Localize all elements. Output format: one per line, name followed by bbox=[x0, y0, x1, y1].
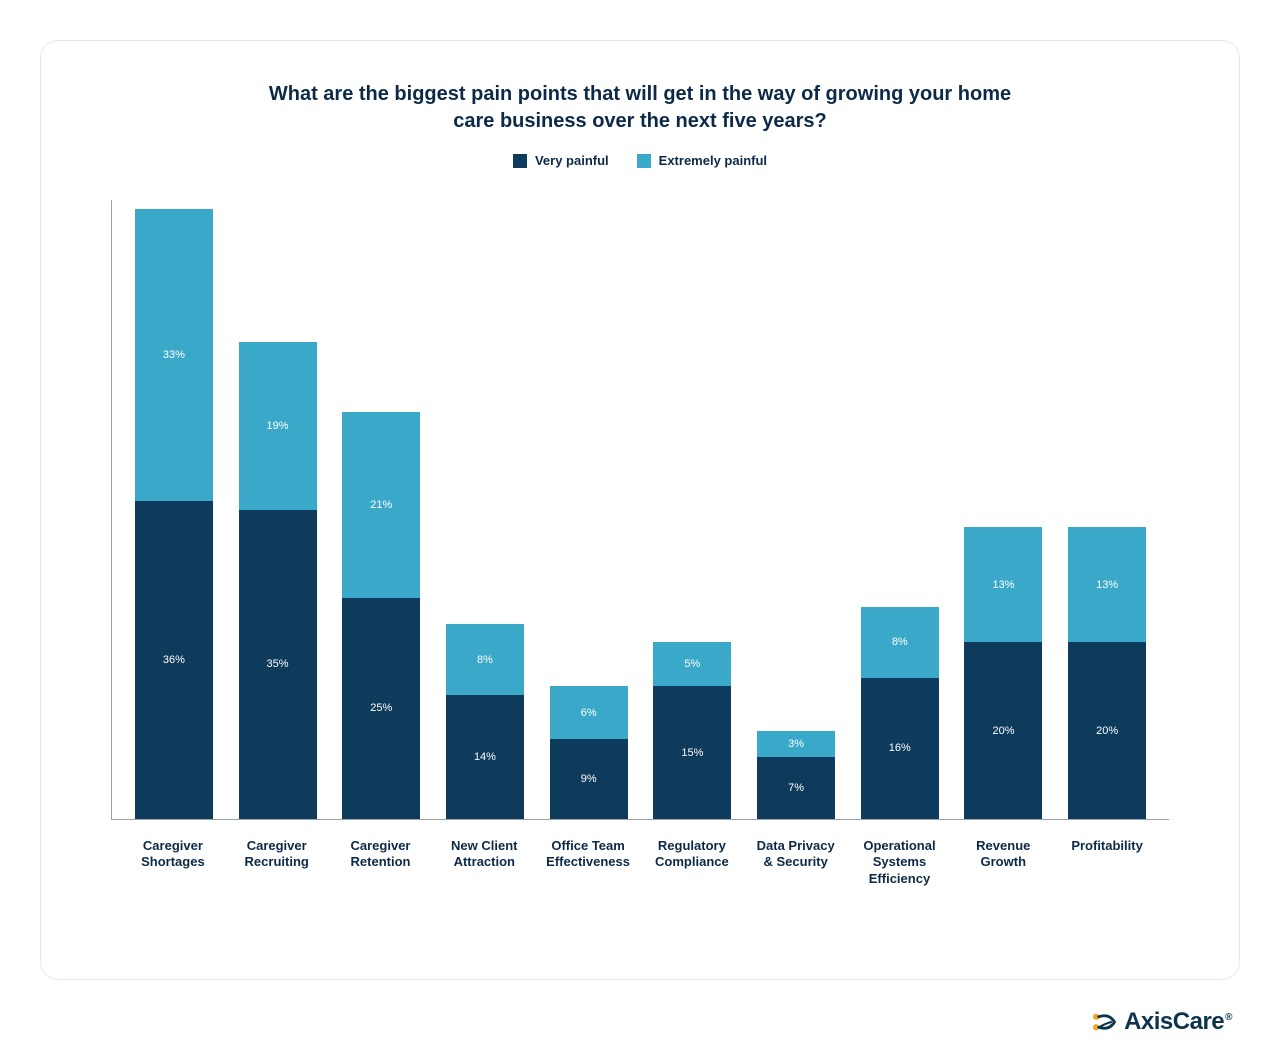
bar-segment-very-painful: 36% bbox=[135, 501, 213, 819]
bar-segment-very-painful: 14% bbox=[446, 695, 524, 819]
bar-segment-extremely-painful: 13% bbox=[964, 527, 1042, 642]
bar-column: 36%33% bbox=[122, 200, 226, 819]
bar-column: 35%19% bbox=[226, 200, 330, 819]
bar-segment-extremely-painful: 6% bbox=[550, 686, 628, 739]
bars-container: 36%33%35%19%25%21%14%8%9%6%15%5%7%3%16%8… bbox=[112, 200, 1169, 819]
chart-area: 36%33%35%19%25%21%14%8%9%6%15%5%7%3%16%8… bbox=[91, 200, 1189, 890]
x-axis-label: Data Privacy& Security bbox=[744, 830, 848, 890]
bar-segment-extremely-painful: 13% bbox=[1068, 527, 1146, 642]
bar-segment-very-painful: 20% bbox=[1068, 642, 1146, 819]
logo-text-label: AxisCare bbox=[1124, 1008, 1224, 1035]
page: What are the biggest pain points that wi… bbox=[0, 0, 1280, 1056]
chart-card: What are the biggest pain points that wi… bbox=[40, 40, 1240, 980]
x-axis-label: CaregiverShortages bbox=[121, 830, 225, 890]
x-axis-label: RevenueGrowth bbox=[951, 830, 1055, 890]
x-axis-label: Profitability bbox=[1055, 830, 1159, 890]
logo-registered: ® bbox=[1225, 1012, 1232, 1023]
x-axis-label: OperationalSystemsEfficiency bbox=[848, 830, 952, 890]
legend-label-extremely: Extremely painful bbox=[659, 153, 767, 168]
bar-segment-very-painful: 9% bbox=[550, 739, 628, 819]
bar-segment-very-painful: 16% bbox=[861, 678, 939, 819]
bar-segment-extremely-painful: 21% bbox=[342, 412, 420, 598]
bar-column: 7%3% bbox=[744, 200, 848, 819]
bar-segment-very-painful: 25% bbox=[342, 598, 420, 819]
legend-label-very: Very painful bbox=[535, 153, 609, 168]
bar-segment-very-painful: 15% bbox=[653, 686, 731, 819]
bar-segment-extremely-painful: 33% bbox=[135, 209, 213, 501]
bar-segment-extremely-painful: 8% bbox=[446, 624, 524, 695]
bar-column: 9%6% bbox=[537, 200, 641, 819]
bar-column: 25%21% bbox=[329, 200, 433, 819]
legend: Very painful Extremely painful bbox=[91, 153, 1189, 168]
legend-item-very-painful: Very painful bbox=[513, 153, 609, 168]
x-axis-label: New ClientAttraction bbox=[432, 830, 536, 890]
plot-area: 36%33%35%19%25%21%14%8%9%6%15%5%7%3%16%8… bbox=[111, 200, 1169, 820]
bar-column: 20%13% bbox=[952, 200, 1056, 819]
bar-column: 15%5% bbox=[641, 200, 745, 819]
x-axis-label: Office TeamEffectiveness bbox=[536, 830, 640, 890]
logo-icon bbox=[1090, 1008, 1118, 1036]
bar-segment-very-painful: 20% bbox=[964, 642, 1042, 819]
x-axis-label: CaregiverRetention bbox=[329, 830, 433, 890]
bar-segment-extremely-painful: 8% bbox=[861, 607, 939, 678]
legend-item-extremely-painful: Extremely painful bbox=[637, 153, 767, 168]
bar-segment-extremely-painful: 19% bbox=[239, 342, 317, 510]
bar-segment-extremely-painful: 3% bbox=[757, 731, 835, 758]
logo: AxisCare® bbox=[1090, 1008, 1232, 1036]
chart-title: What are the biggest pain points that wi… bbox=[260, 81, 1020, 135]
bar-segment-very-painful: 7% bbox=[757, 757, 835, 819]
bar-column: 14%8% bbox=[433, 200, 537, 819]
legend-swatch-extremely bbox=[637, 154, 651, 168]
legend-swatch-very bbox=[513, 154, 527, 168]
x-axis-label: CaregiverRecruiting bbox=[225, 830, 329, 890]
bar-segment-extremely-painful: 5% bbox=[653, 642, 731, 686]
bar-column: 16%8% bbox=[848, 200, 952, 819]
bar-column: 20%13% bbox=[1055, 200, 1159, 819]
x-axis-label: RegulatoryCompliance bbox=[640, 830, 744, 890]
logo-text: AxisCare® bbox=[1124, 1008, 1232, 1036]
x-labels: CaregiverShortagesCaregiverRecruitingCar… bbox=[111, 830, 1169, 890]
bar-segment-very-painful: 35% bbox=[239, 510, 317, 820]
